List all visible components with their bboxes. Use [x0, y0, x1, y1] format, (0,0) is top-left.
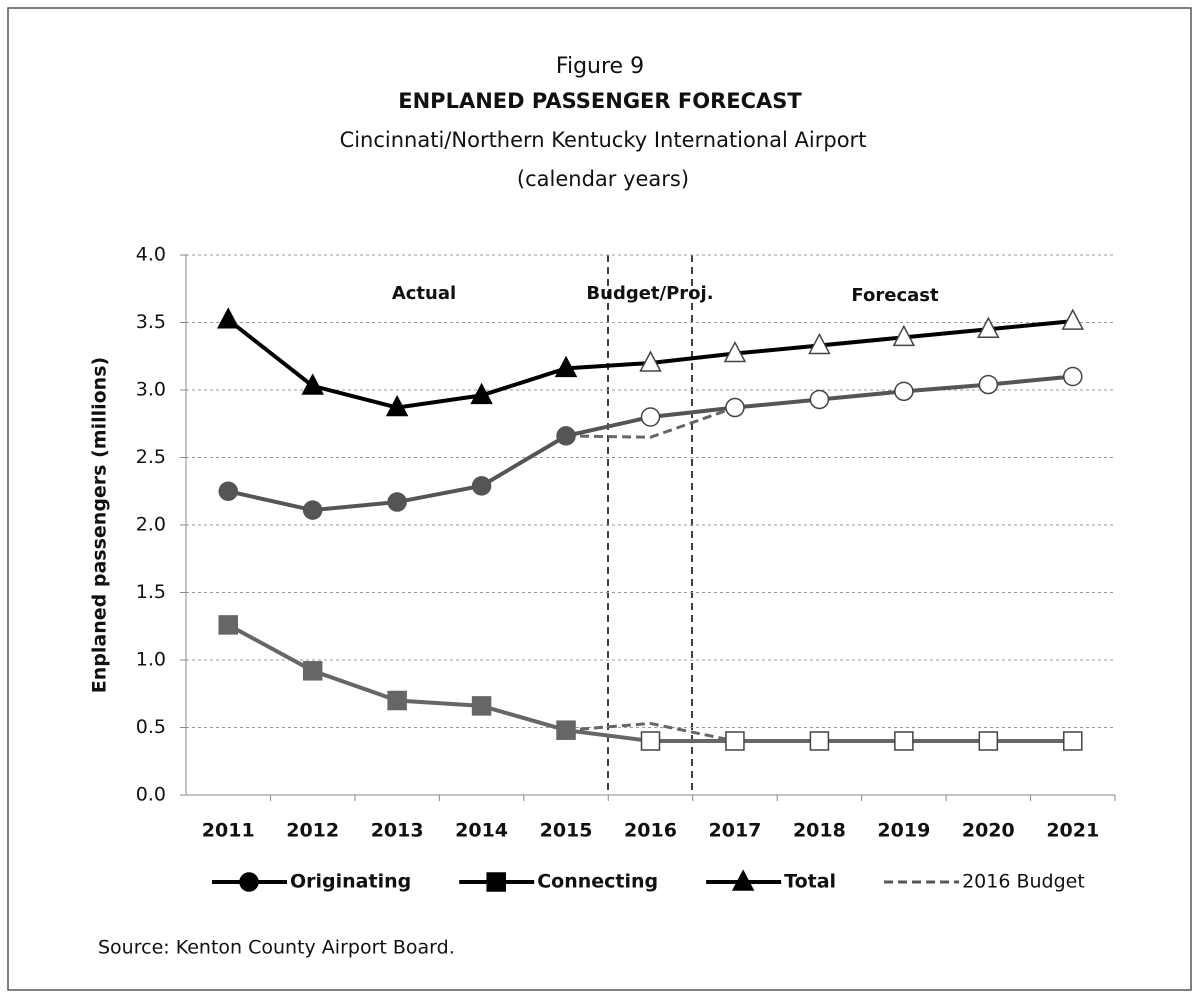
marker [640, 731, 661, 751]
y-tick-label: 0.0 [136, 784, 166, 806]
budget-line [565, 721, 736, 743]
chart-title: Figure 9 [556, 54, 644, 79]
marker [640, 407, 661, 427]
marker [556, 426, 576, 446]
marker [1063, 366, 1083, 387]
marker [556, 720, 576, 740]
marker [725, 731, 745, 751]
y-tick-label: 4.0 [136, 244, 166, 266]
source-note: Source: Kenton County Airport Board. [98, 937, 455, 959]
marker [486, 872, 506, 892]
x-tick-label: 2012 [286, 820, 339, 842]
marker [978, 374, 999, 395]
annotation: Budget/Proj. [586, 283, 713, 304]
marker [894, 381, 914, 402]
x-tick-label: 2014 [455, 820, 508, 842]
marker [554, 355, 578, 378]
marker [894, 731, 914, 751]
marker [1063, 731, 1083, 751]
marker [723, 340, 747, 363]
chart-subtitle: Cincinnati/Northern Kentucky Internation… [340, 128, 867, 152]
marker [725, 397, 745, 418]
x-tick-label: 2018 [793, 820, 846, 842]
marker [302, 500, 323, 520]
legend-label: Total [784, 871, 836, 893]
marker [471, 476, 492, 496]
y-tick-label: 3.0 [136, 379, 166, 401]
x-tick-label: 2013 [371, 820, 424, 842]
y-axis-label: Enplaned passengers (millions) [89, 357, 111, 693]
x-tick-label: 2019 [877, 820, 930, 842]
y-tick-label: 3.5 [136, 311, 166, 333]
budget-line [566, 406, 736, 439]
marker [387, 690, 407, 711]
marker [216, 307, 240, 329]
legend-label: Connecting [537, 871, 658, 893]
x-tick-label: 2016 [624, 820, 677, 842]
annotation: Actual [392, 283, 456, 304]
chart-subtitle: (calendar years) [517, 167, 689, 191]
marker [385, 394, 409, 417]
y-tick-label: 2.0 [136, 514, 166, 536]
y-tick-label: 1.0 [136, 649, 166, 671]
marker [301, 373, 324, 395]
marker [302, 661, 323, 681]
y-tick-label: 1.5 [136, 581, 166, 603]
legend-label: 2016 Budget [962, 871, 1085, 893]
frame [7, 7, 1192, 991]
x-tick-label: 2021 [1046, 820, 1099, 842]
marker [892, 324, 916, 347]
marker [218, 481, 238, 501]
marker [470, 382, 493, 405]
marker [471, 696, 492, 716]
marker [1061, 308, 1085, 330]
legend-label: Originating [290, 871, 411, 893]
y-tick-label: 0.5 [136, 716, 166, 738]
marker [239, 872, 259, 892]
marker [809, 731, 830, 751]
y-tick-label: 2.5 [136, 446, 166, 468]
marker [218, 615, 238, 635]
marker [809, 389, 830, 410]
chart-subtitle: ENPLANED PASSENGER FORECAST [398, 89, 802, 113]
marker [977, 316, 1000, 338]
marker [808, 332, 831, 355]
marker [731, 869, 755, 891]
x-tick-label: 2017 [709, 820, 762, 842]
marker [639, 350, 662, 372]
x-tick-label: 2015 [540, 820, 593, 842]
x-tick-label: 2011 [202, 820, 255, 842]
marker [387, 492, 407, 512]
annotation: Forecast [851, 285, 939, 306]
marker [978, 731, 999, 751]
x-tick-label: 2020 [962, 820, 1015, 842]
